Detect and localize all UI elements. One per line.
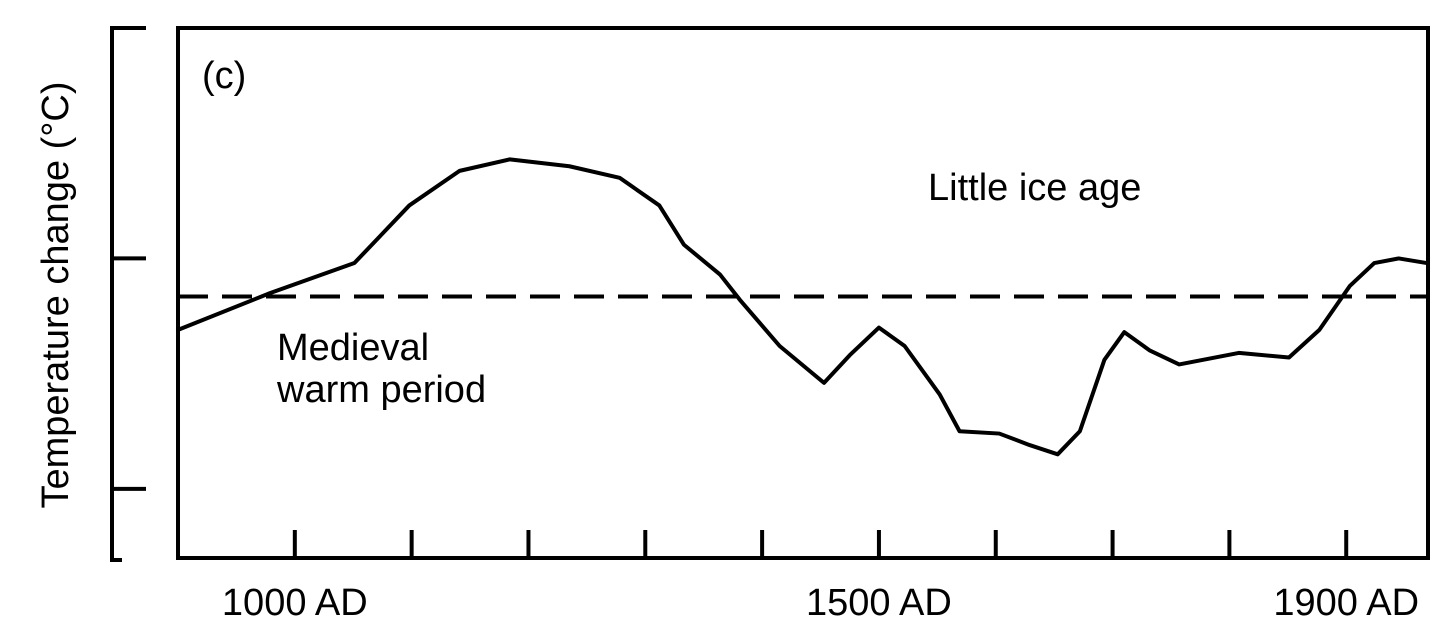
plot-frame (176, 26, 1430, 560)
annotation: (c) (202, 55, 246, 97)
data-line (176, 157, 1429, 457)
x-tick-label: 1000 AD (222, 582, 368, 624)
y-axis-label: Temperature change (°C) (35, 81, 77, 508)
annotation: Medieval (277, 327, 429, 369)
x-tick-label: 1900 AD (1273, 582, 1419, 624)
x-tick-label: 1500 AD (806, 582, 952, 624)
annotation: Little ice age (928, 167, 1141, 209)
annotation: warm period (276, 369, 486, 411)
